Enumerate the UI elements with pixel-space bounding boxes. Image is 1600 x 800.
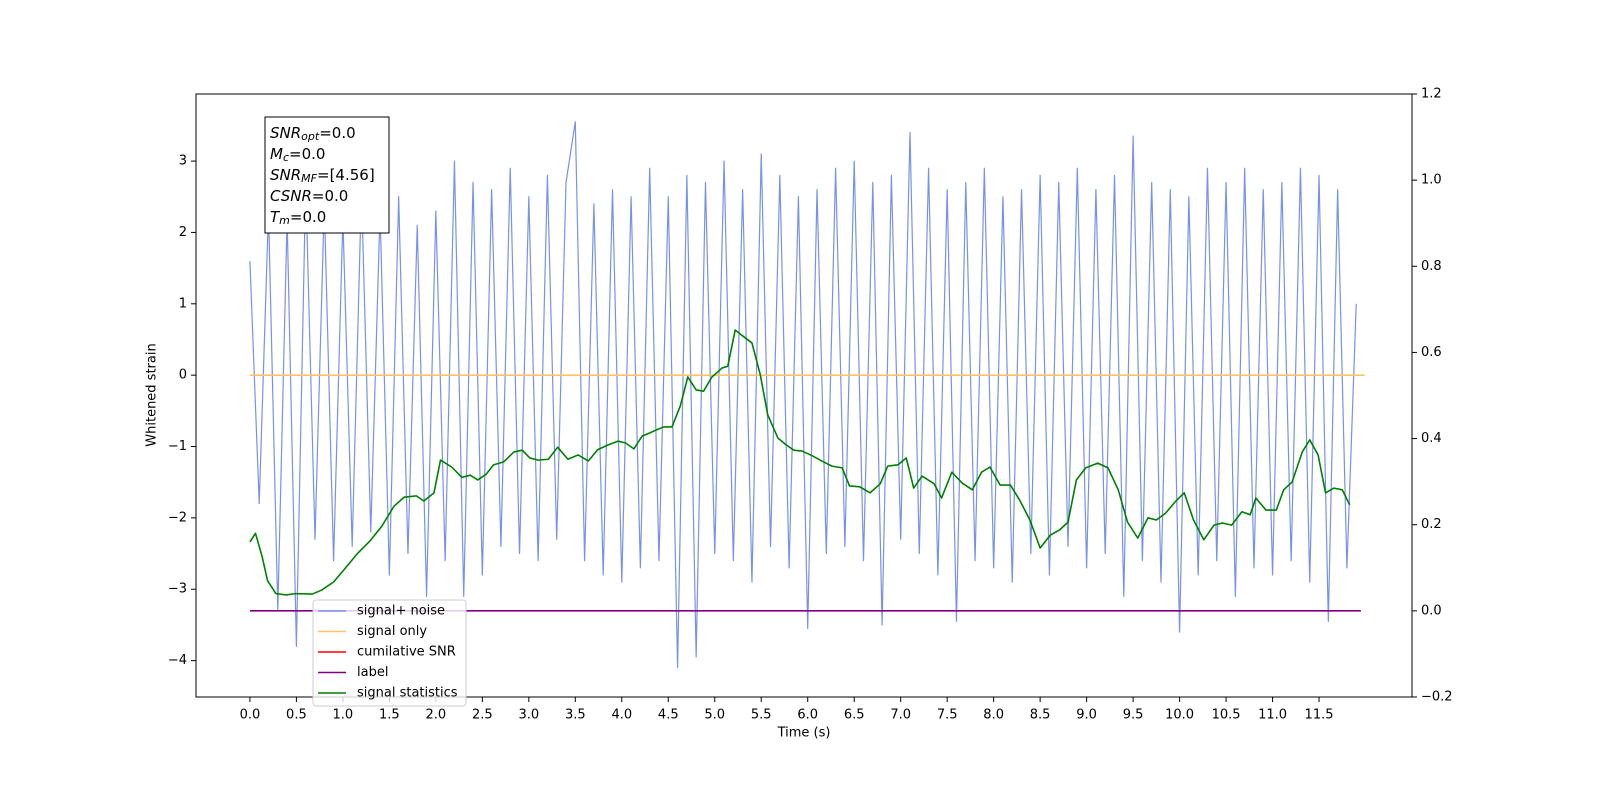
x-tick-label: 1.0 [333, 708, 354, 723]
y2-tick-label: 0.2 [1421, 517, 1442, 532]
x-tick-label: 0.0 [240, 708, 261, 723]
x-tick-label: 10.0 [1165, 708, 1194, 723]
y2-tick-label: 0.4 [1421, 431, 1442, 446]
axes-frame [195, 93, 1413, 698]
legend-label: signal only [357, 624, 427, 639]
annotation-value: =0.0 [290, 208, 326, 226]
x-tick-label: 3.5 [565, 708, 586, 723]
legend: signal+ noise signal only cumilative SNR la… [312, 599, 467, 707]
annotation-subscript: m [279, 214, 290, 227]
x-tick-label: 2.5 [472, 708, 493, 723]
y-axis-label: Whitened strain [145, 343, 160, 446]
annotation-value: =0.0 [312, 187, 348, 205]
x-tick-label: 4.5 [658, 708, 679, 723]
legend-label: label [357, 665, 388, 680]
y-tick-label: 2 [179, 225, 187, 240]
y-tick-label: 0 [179, 368, 187, 383]
x-tick-label: 3.0 [518, 708, 539, 723]
annotation-line: Tm=0.0 [270, 208, 326, 228]
annotation-line: SNRMF=[4.56] [270, 166, 375, 186]
x-tick-label: 11.5 [1305, 708, 1334, 723]
series-line [249, 329, 1351, 596]
annotation-symbol: M [270, 145, 283, 163]
annotation-line: SNRopt=0.0 [270, 124, 356, 144]
x-tick-label: 5.0 [704, 708, 725, 723]
y2-tick-label: 0.8 [1421, 259, 1442, 274]
annotation-symbol: SNR [270, 124, 301, 142]
x-tick-label: 10.5 [1212, 708, 1241, 723]
y2-tick-label: −0.2 [1421, 690, 1453, 705]
y2-tick-label: 0.6 [1421, 345, 1442, 360]
x-tick-label: 8.5 [1030, 708, 1051, 723]
annotation-line: Mc=0.0 [270, 145, 325, 165]
x-tick-label: 1.5 [379, 708, 400, 723]
x-tick-label: 2.0 [426, 708, 447, 723]
x-tick-label: 11.0 [1258, 708, 1287, 723]
series-line [249, 121, 1357, 669]
y2-tick-label: 1.0 [1421, 173, 1442, 188]
annotation-value: =[4.56] [317, 166, 375, 184]
x-tick-label: 7.5 [937, 708, 958, 723]
y-tick-label: −4 [168, 653, 187, 668]
annotation-symbol: SNR [270, 166, 301, 184]
annotation-subscript: opt [301, 130, 320, 143]
y-tick-label: −2 [168, 510, 187, 525]
annotation-symbol: CSNR [270, 187, 312, 205]
legend-label: signal+ noise [357, 604, 445, 619]
legend-frame [312, 599, 467, 707]
x-tick-label: 4.0 [611, 708, 632, 723]
y-tick-label: −1 [168, 439, 187, 454]
x-tick-label: 5.5 [751, 708, 772, 723]
annotation-symbol: T [270, 208, 281, 226]
annotation-value: =0.0 [289, 145, 325, 163]
annotation-frame [264, 116, 390, 234]
y2-tick-label: 0.0 [1421, 603, 1442, 618]
annotation-subscript: MF [301, 172, 317, 185]
y2-tick-label: 1.2 [1421, 87, 1442, 102]
x-tick-label: 0.5 [286, 708, 307, 723]
y-tick-label: 1 [179, 296, 187, 311]
legend-label: cumilative SNR [357, 645, 456, 660]
x-tick-label: 9.0 [1076, 708, 1097, 723]
x-tick-label: 7.0 [890, 708, 911, 723]
x-tick-label: 8.0 [983, 708, 1004, 723]
annotation-value: =0.0 [319, 124, 355, 142]
x-tick-label: 6.0 [797, 708, 818, 723]
x-tick-label: 6.5 [844, 708, 865, 723]
x-axis-label: Time (s) [777, 726, 831, 741]
annotation-line: CSNR=0.0 [270, 187, 348, 205]
x-tick-label: 9.5 [1123, 708, 1144, 723]
y-tick-label: 3 [179, 154, 187, 169]
annotation-box: SNRopt=0.0Mc=0.0SNRMF=[4.56]CSNR=0.0Tm=0… [264, 116, 390, 234]
y-tick-label: −3 [168, 582, 187, 597]
annotation-subscript: c [283, 151, 289, 164]
legend-label: signal statistics [357, 686, 458, 701]
